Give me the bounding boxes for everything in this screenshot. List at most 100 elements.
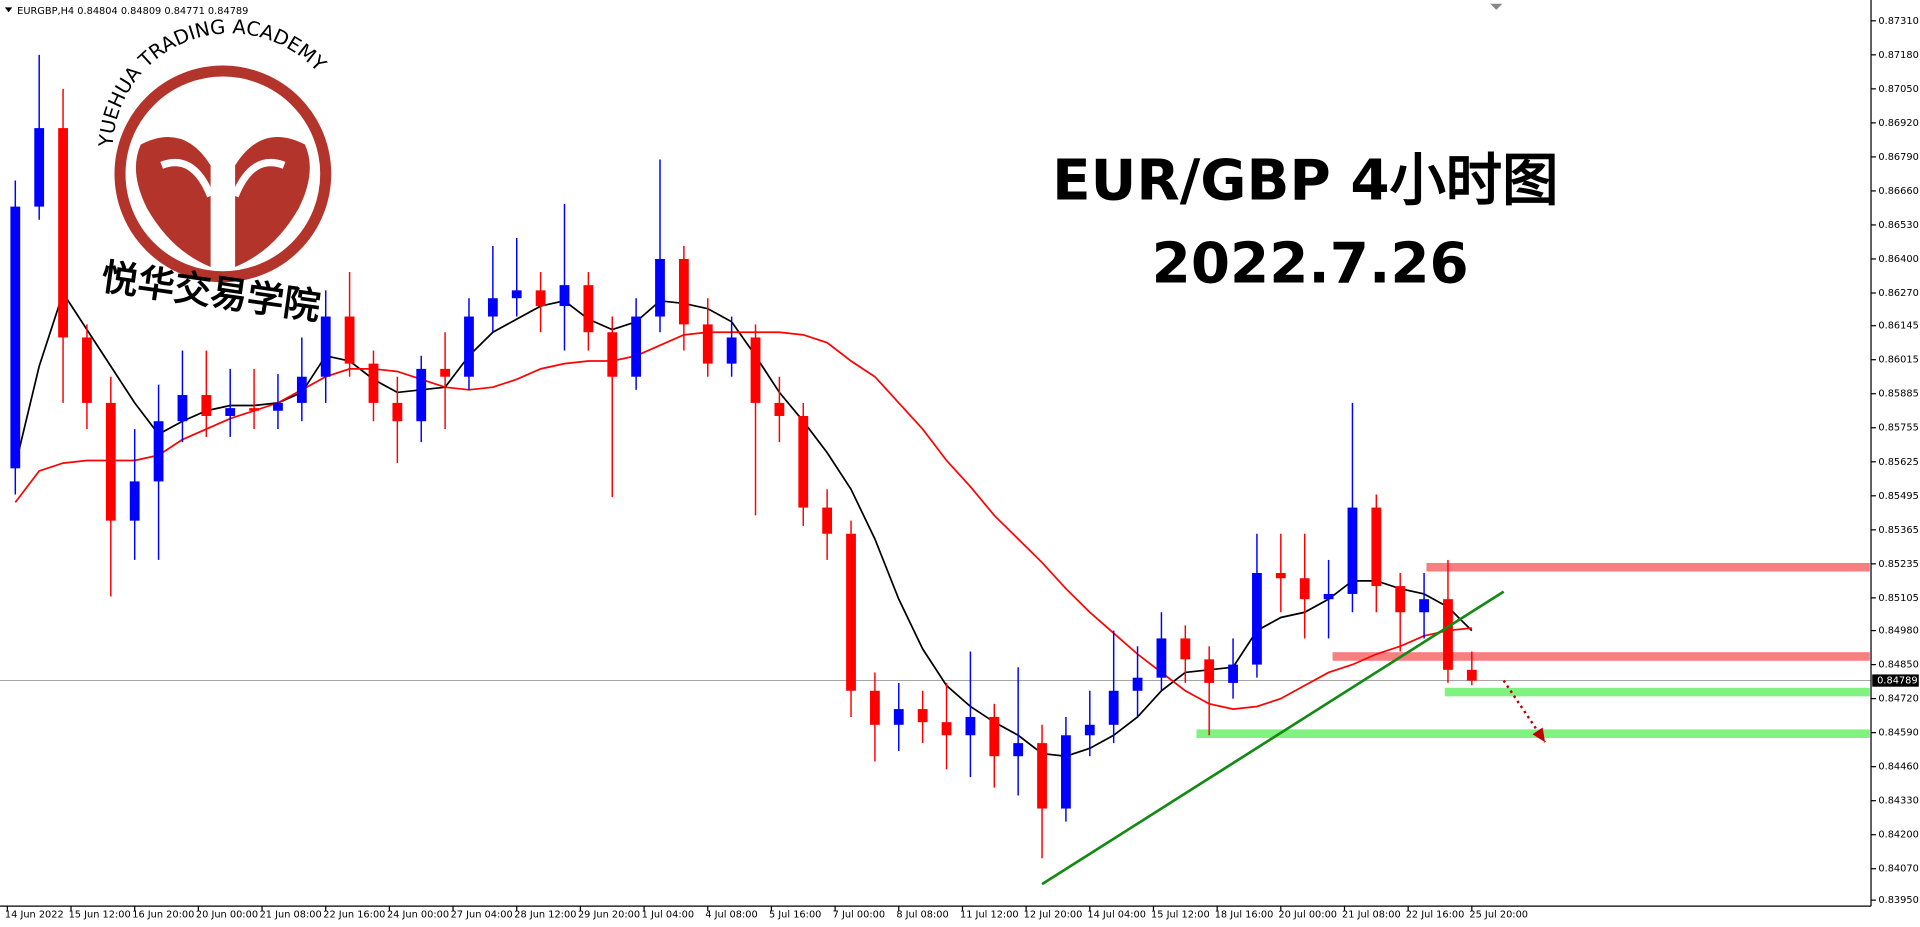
candle-body — [941, 722, 952, 736]
candle-body — [607, 332, 618, 377]
x-tick-label: 14 Jun 2022 — [5, 910, 64, 921]
y-tick-label: 0.85755 — [1878, 423, 1918, 434]
candle-body — [702, 324, 713, 364]
y-tick-label: 0.85235 — [1878, 559, 1918, 570]
y-tick-label: 0.86400 — [1878, 254, 1918, 265]
candle-body — [1084, 724, 1095, 736]
chart-subtitle: 2022.7.26 — [1152, 232, 1469, 297]
x-tick-label: 25 Jul 20:00 — [1469, 910, 1528, 921]
candle-body — [273, 402, 283, 411]
candle-body — [344, 316, 355, 364]
candle-body — [153, 421, 164, 482]
candle-body — [1108, 690, 1119, 725]
candle-body — [1013, 743, 1024, 757]
candle-body — [82, 337, 92, 403]
candle-body — [1132, 677, 1143, 691]
candle-body — [917, 709, 928, 723]
y-tick-label: 0.85495 — [1878, 491, 1918, 502]
y-tick-label: 0.87180 — [1878, 50, 1918, 61]
x-tick-label: 22 Jun 16:00 — [323, 910, 385, 921]
y-tick-label: 0.85105 — [1878, 593, 1918, 604]
y-tick-label: 0.85885 — [1878, 389, 1918, 400]
candle-body — [440, 368, 450, 377]
candle-body — [726, 337, 737, 364]
candle-body — [535, 290, 546, 307]
x-tick-label: 15 Jun 12:00 — [69, 910, 131, 921]
candle-body — [846, 533, 856, 691]
candle-body — [34, 128, 45, 207]
zone — [1426, 562, 1870, 572]
candle-body — [1299, 578, 1310, 600]
candle-body — [583, 285, 594, 333]
scroll-marker — [1490, 3, 1503, 10]
candle-body — [296, 376, 307, 403]
candle-body — [678, 258, 689, 325]
y-tick-label: 0.86145 — [1878, 321, 1918, 332]
x-tick-label: 1 Jul 04:00 — [642, 910, 694, 921]
x-tick-label: 12 Jul 20:00 — [1024, 910, 1083, 921]
x-tick-label: 5 Jul 16:00 — [769, 910, 821, 921]
y-tick-label: 0.85625 — [1878, 457, 1918, 468]
candle-body — [177, 395, 188, 422]
y-tick-label: 0.84200 — [1878, 830, 1918, 841]
candle-body — [1156, 638, 1167, 678]
candle-body — [1037, 743, 1047, 809]
last-price-label: 0.84789 — [1877, 676, 1917, 687]
candle-body — [129, 481, 140, 521]
candle-body — [798, 415, 809, 508]
candle-body — [392, 402, 403, 422]
candle-body — [1347, 507, 1358, 594]
x-tick-label: 15 Jul 12:00 — [1151, 910, 1210, 921]
x-tick-label: 16 Jun 20:00 — [132, 910, 194, 921]
zone — [1332, 652, 1870, 661]
y-tick-label: 0.86920 — [1878, 118, 1918, 129]
candle-body — [965, 716, 976, 736]
zone — [1444, 687, 1870, 697]
y-tick-label: 0.86660 — [1878, 186, 1918, 197]
header-marker — [4, 7, 13, 13]
candle-body — [870, 690, 880, 725]
x-tick-label: 4 Jul 08:00 — [705, 910, 757, 921]
candle-body — [1466, 669, 1477, 681]
trendline — [1041, 590, 1505, 886]
x-tick-label: 8 Jul 08:00 — [896, 910, 948, 921]
x-tick-label: 24 Jun 00:00 — [387, 910, 449, 921]
candle-body — [774, 402, 785, 416]
candle-body — [1371, 507, 1382, 587]
y-tick-label: 0.84980 — [1878, 626, 1918, 637]
y-tick-label: 0.85365 — [1878, 525, 1918, 536]
arrow-head — [1532, 727, 1546, 743]
y-tick-label: 0.84070 — [1878, 864, 1918, 875]
candle-body — [1419, 599, 1429, 613]
candle-body — [989, 716, 1000, 757]
y-tick-label: 0.84850 — [1878, 660, 1918, 671]
x-tick-label: 11 Jul 12:00 — [960, 910, 1019, 921]
candle-body — [750, 337, 761, 403]
y-tick-label: 0.84330 — [1878, 796, 1918, 807]
candle-body — [1228, 664, 1238, 683]
candle-body — [655, 258, 665, 317]
last-price-box — [1872, 674, 1919, 687]
chart-title: EUR/GBP 4小时图 — [1052, 148, 1558, 213]
logo-shape — [160, 158, 286, 198]
zone — [1196, 729, 1870, 738]
candle-body — [464, 316, 474, 377]
y-tick-label: 0.86530 — [1878, 220, 1918, 231]
x-tick-label: 20 Jun 00:00 — [196, 910, 258, 921]
header: EURGBP,H4 0.84804 0.84809 0.84771 0.8478… — [17, 6, 248, 17]
x-tick-label: 18 Jul 16:00 — [1215, 910, 1274, 921]
candle-body — [201, 395, 212, 416]
candle-body — [225, 408, 236, 416]
x-tick-label: 29 Jun 20:00 — [578, 910, 640, 921]
candle-body — [320, 316, 331, 377]
x-tick-label: 22 Jul 16:00 — [1406, 910, 1465, 921]
x-tick-label: 14 Jul 04:00 — [1087, 910, 1146, 921]
candle-body — [631, 316, 642, 377]
candle-body — [1395, 586, 1406, 613]
x-tick-label: 20 Jul 00:00 — [1278, 910, 1337, 921]
logo-shape — [135, 137, 310, 267]
candle-body — [1275, 573, 1286, 579]
candle-body — [1204, 659, 1215, 683]
candle-body — [249, 408, 259, 411]
